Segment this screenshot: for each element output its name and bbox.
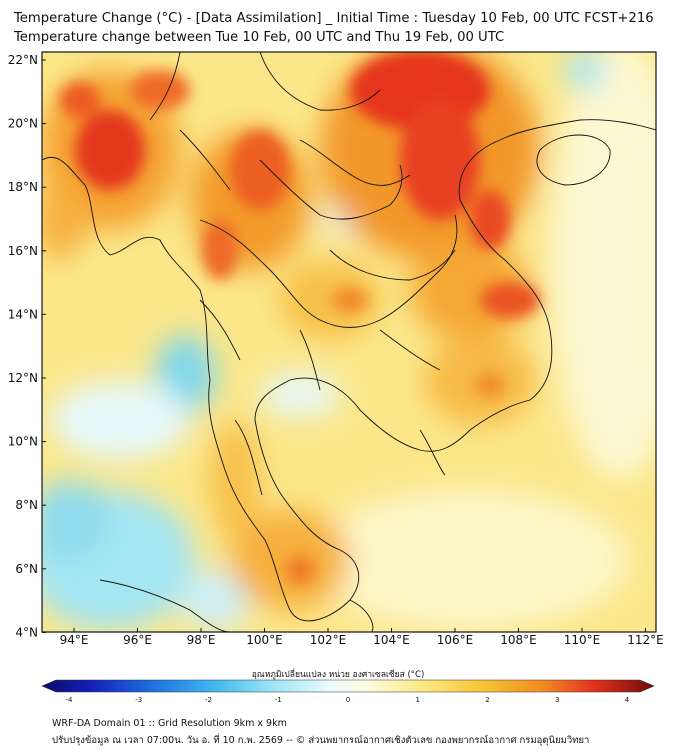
lon-label: 100°E: [246, 633, 283, 647]
colorbar-tick-label: 4: [625, 696, 630, 704]
lat-label: 22°N: [8, 53, 38, 67]
colorbar-tick-label: -1: [275, 696, 282, 704]
lat-label: 20°N: [8, 117, 38, 131]
lon-label: 94°E: [60, 633, 89, 647]
lon-label: 106°E: [437, 633, 474, 647]
colorbar-tick-label: 3: [555, 696, 559, 704]
lon-label: 98°E: [187, 633, 216, 647]
lat-label: 4°N: [15, 625, 38, 639]
temperature-field: [42, 52, 656, 632]
lon-label: 108°E: [500, 633, 537, 647]
footer-model-info: WRF-DA Domain 01 :: Grid Resolution 9km …: [52, 718, 287, 729]
lat-label: 18°N: [8, 180, 38, 194]
colorbar-gradient: [41, 679, 655, 693]
lon-label: 110°E: [564, 633, 601, 647]
lon-label: 104°E: [373, 633, 410, 647]
colorbar-ticks: -4 -3 -2 -1 0 1 2 3 4: [66, 696, 630, 704]
colorbar-tick-label: 2: [485, 696, 489, 704]
map-title: Temperature Change (°C) - [Data Assimila…: [14, 11, 654, 26]
colorbar-tick-label: -4: [66, 696, 74, 704]
colorbar-tick-label: 0: [346, 696, 350, 704]
lon-label: 112°E: [627, 633, 664, 647]
colorbar-tick-label: 1: [416, 696, 420, 704]
lat-label: 12°N: [8, 371, 38, 385]
colorbar: -4 -3 -2 -1 0 1 2 3 4: [41, 679, 655, 704]
colorbar-tick-label: -3: [135, 696, 142, 704]
latitude-labels: 22°N 20°N 18°N 16°N 14°N 12°N 10°N 8°N 6°N 4°N: [8, 53, 46, 639]
lat-label: 14°N: [8, 307, 38, 321]
lat-label: 16°N: [8, 244, 38, 258]
colorbar-label: อุณหภูมิเปลี่ยนแปลง หน่วย องศาเซลเซียส (…: [251, 670, 425, 680]
map-subtitle: Temperature change between Tue 10 Feb, 0…: [14, 30, 505, 45]
lon-label: 102°E: [310, 633, 347, 647]
lat-label: 10°N: [8, 435, 38, 449]
lat-label: 8°N: [15, 498, 38, 512]
footer-credit: ปรับปรุงข้อมูล ณ เวลา 07:00น. วัน อ. ที่…: [52, 735, 590, 746]
map-frame: [41, 51, 657, 633]
colorbar-tick-label: -2: [205, 696, 212, 704]
longitude-labels: 94°E 96°E 98°E 100°E 102°E 104°E 106°E 108°E 110…: [60, 628, 664, 647]
coastlines-and-borders: [42, 52, 656, 632]
lat-label: 6°N: [15, 562, 38, 576]
lon-label: 96°E: [123, 633, 152, 647]
